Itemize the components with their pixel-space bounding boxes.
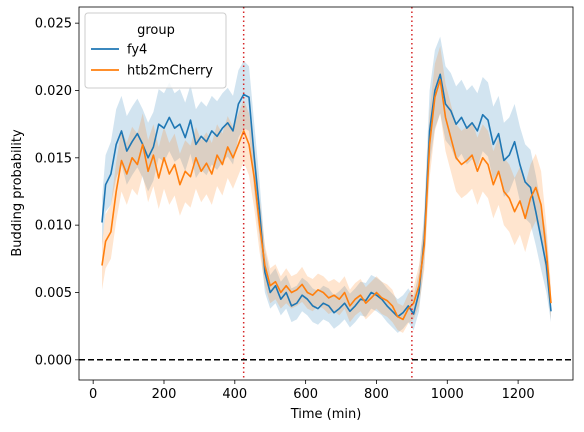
x-tick-label: 1200 — [502, 387, 535, 402]
y-tick-label: 0.020 — [35, 84, 72, 99]
y-tick-label: 0.000 — [35, 353, 72, 368]
axes-frame — [78, 6, 574, 381]
confidence-bands — [102, 36, 551, 333]
legend-title: group — [137, 23, 175, 38]
x-tick-label: 200 — [152, 387, 177, 402]
reference-lines — [79, 7, 573, 380]
x-tick-label: 0 — [89, 387, 97, 402]
legend-box — [84, 12, 227, 89]
legend-label-fy4: fy4 — [127, 43, 147, 58]
legend: group fy4 htb2mCherry — [84, 12, 227, 89]
legend-label-htb2mcherry: htb2mCherry — [127, 64, 213, 79]
y-axis-label: Budding probability — [10, 129, 25, 257]
x-tick-label: 400 — [222, 387, 247, 402]
x-tick-label: 1000 — [431, 387, 464, 402]
y-tick-label: 0.015 — [35, 151, 72, 166]
line-htb2mcherry — [101, 78, 552, 321]
y-tick-label: 0.025 — [35, 17, 72, 32]
x-tick-label: 800 — [364, 387, 389, 402]
y-axis: 0.000 0.005 0.010 0.015 0.020 0.025 — [35, 17, 79, 368]
x-tick-label: 600 — [293, 387, 318, 402]
x-axis-label: Time (min) — [290, 407, 362, 422]
y-tick-label: 0.010 — [35, 219, 72, 234]
band-htb2mcherry — [102, 46, 551, 333]
y-tick-label: 0.005 — [35, 286, 72, 301]
x-axis: 0 200 400 600 800 1000 1200 — [89, 380, 535, 402]
series-lines — [101, 73, 552, 321]
band-fy4 — [102, 36, 551, 333]
plot-area — [79, 7, 573, 380]
line-fy4 — [101, 73, 552, 318]
